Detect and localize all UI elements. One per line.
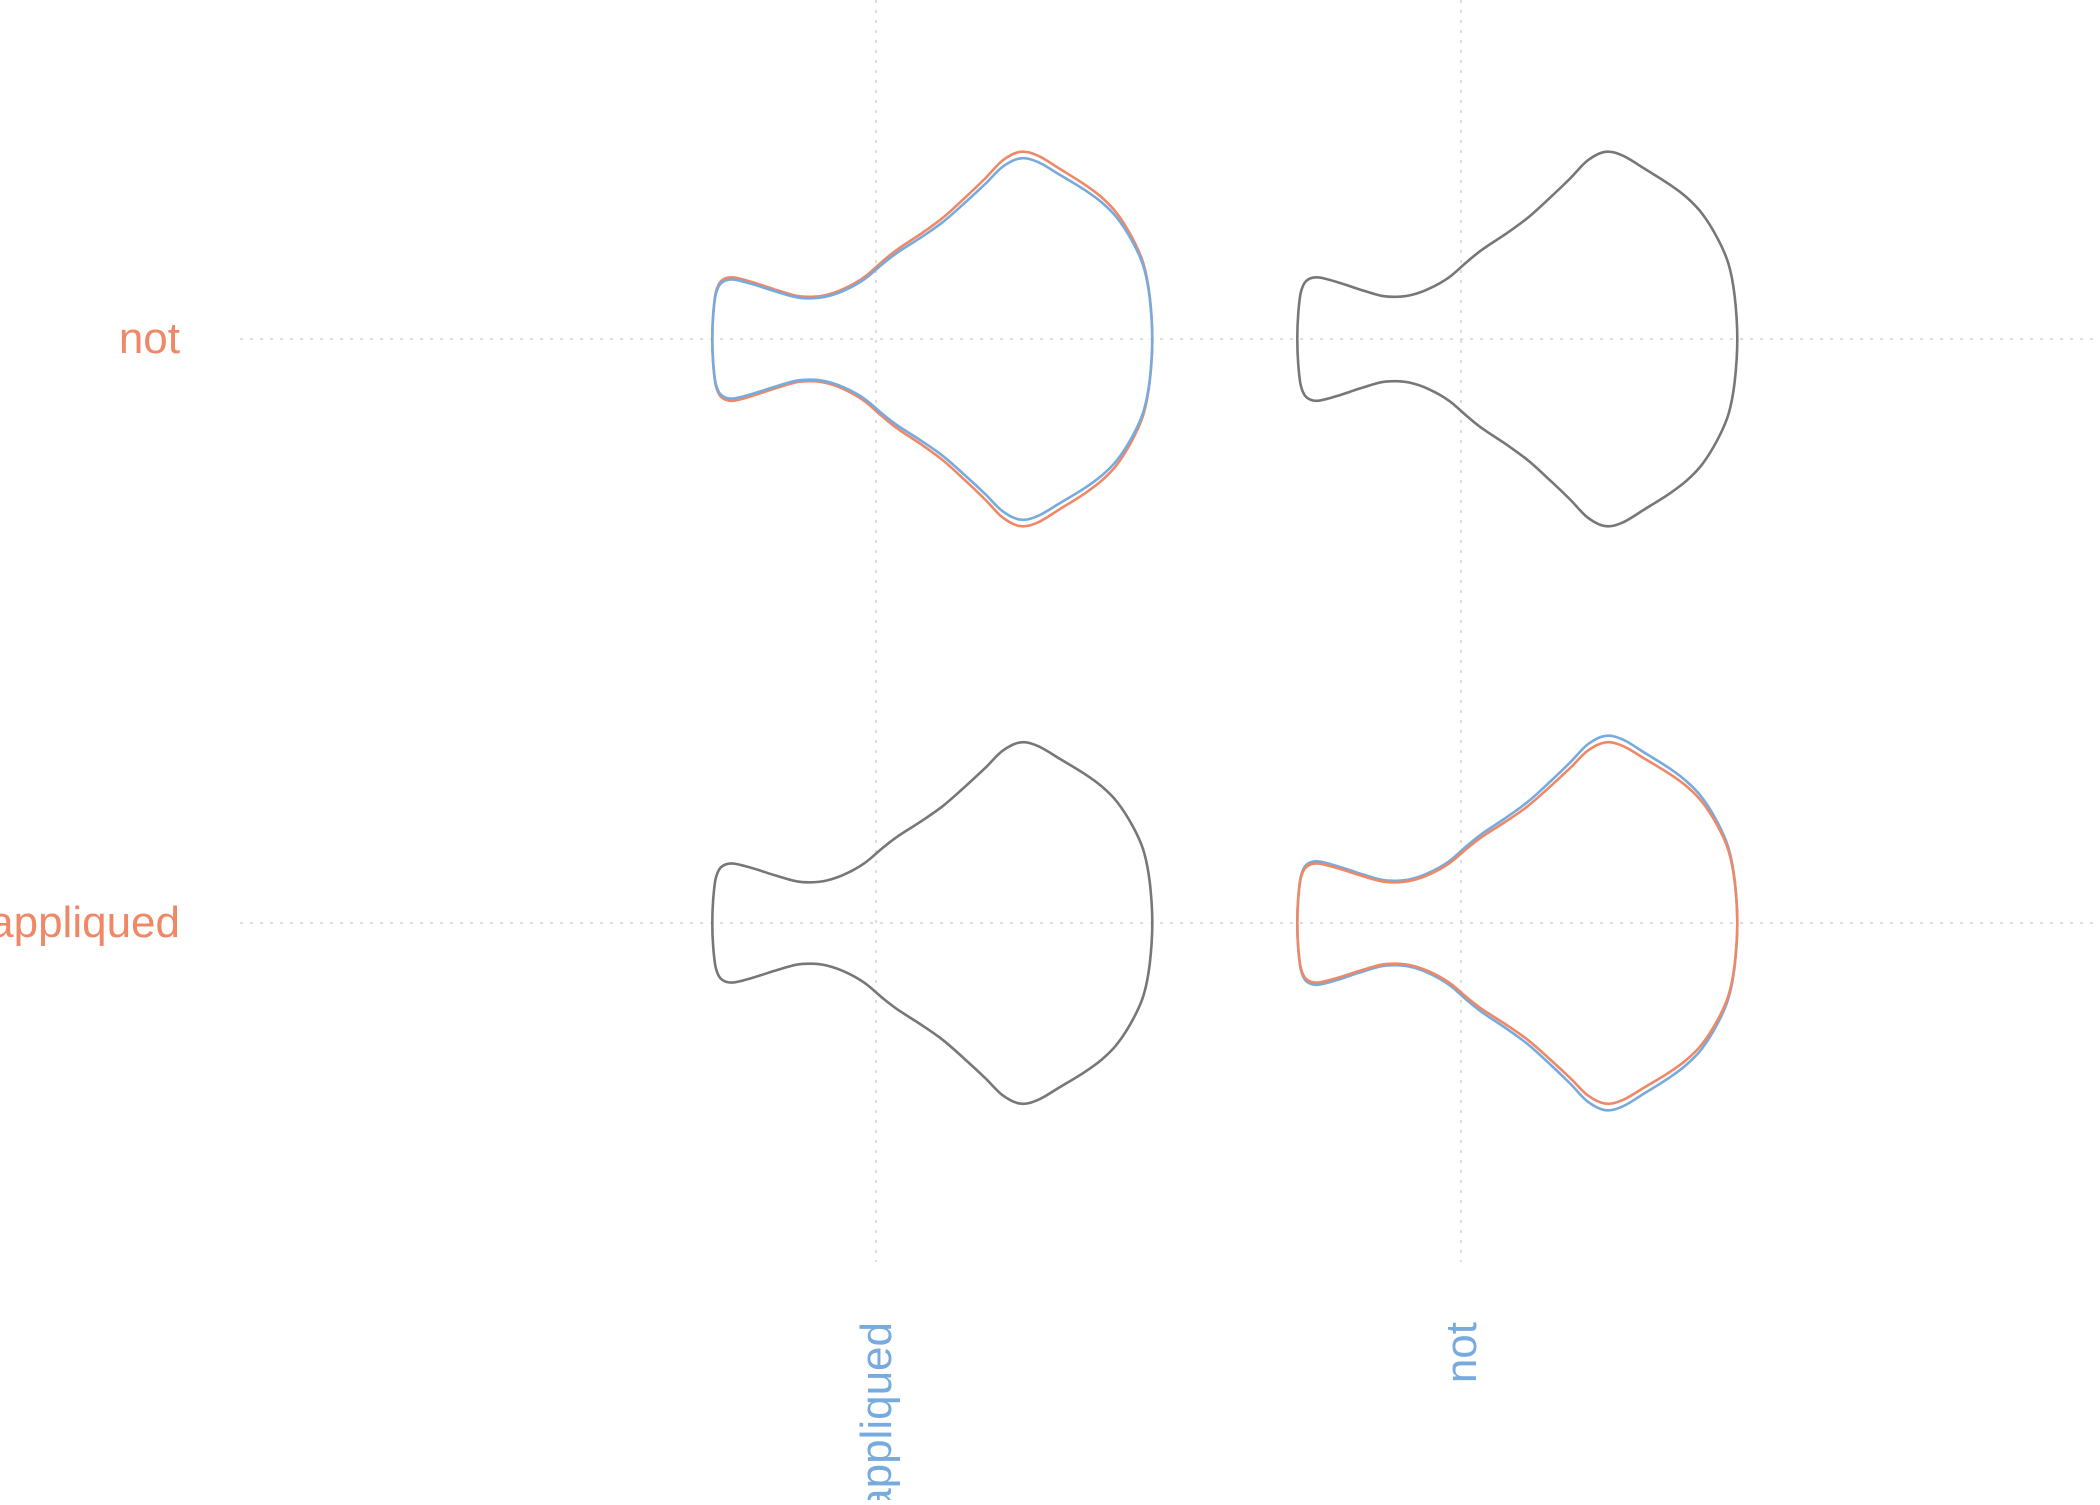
glyph-appliqued-not-1	[1296, 740, 1739, 1106]
glyph-appliqued-appliqued-0	[711, 740, 1154, 1106]
glyph-not-appliqued-1	[711, 156, 1154, 522]
column-label-0: appliqued	[852, 1322, 901, 1500]
row-label-1: appliqued	[0, 898, 180, 947]
grid-layer	[240, 0, 2100, 1262]
glyph-layer	[711, 150, 1739, 1112]
glyph-not-not-0	[1296, 150, 1739, 528]
label-layer: not appliqued appliqued not	[0, 314, 1486, 1505]
row-label-0: not	[119, 314, 180, 363]
column-label-1: not	[1437, 1322, 1486, 1383]
